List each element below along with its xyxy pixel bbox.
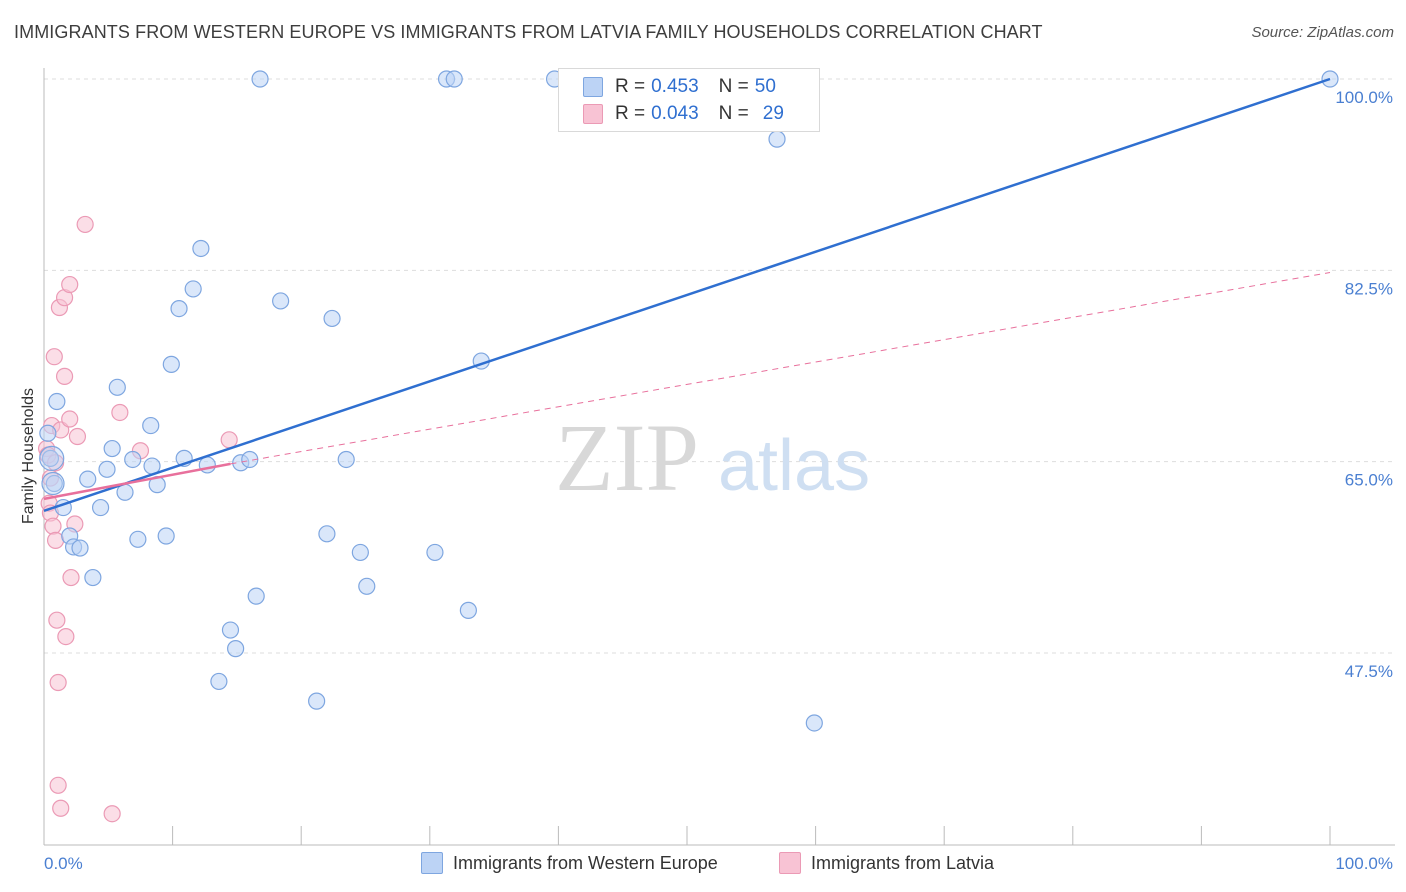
western-europe-point [805,714,823,732]
y-tick-labels: 100.0% 82.5% 65.0% 47.5% [1335,88,1393,681]
western-europe-point [459,601,477,619]
latvia-point [44,517,62,535]
bottom-legend-swatch-pink [779,852,801,874]
western-europe-cluster [39,445,65,471]
western-europe-point [198,456,216,474]
latvia-points [37,215,238,823]
legend-r-label: R = [615,103,646,124]
western-europe-point [272,292,290,310]
y-tick-label: 65.0% [1345,471,1393,490]
x-tick-label: 0.0% [44,854,83,873]
legend-r-label: R = [615,76,646,97]
legend-n-label: N = [718,103,749,124]
western-europe-points [39,70,1339,732]
western-europe-point [45,474,63,493]
western-europe-cluster [41,471,65,496]
chart-title: IMMIGRANTS FROM WESTERN EUROPE VS IMMIGR… [14,22,1043,42]
legend-n-label: N = [718,76,749,97]
latvia-point [55,367,74,385]
western-europe-point [426,543,444,562]
latvia-point [76,215,94,234]
western-europe-trend-line [43,77,1331,513]
western-europe-point [768,130,786,148]
latvia-point [52,799,70,817]
latvia-point [103,805,121,823]
latvia-point [49,673,67,692]
legend-r-value: 0.043 [651,103,699,124]
latvia-point [46,531,65,549]
western-europe-point [221,621,240,639]
western-europe-point [323,309,341,328]
latvia-point [220,431,238,449]
western-europe-point [351,543,369,562]
legend-n-value: 29 [762,103,784,124]
latvia-point [68,427,87,446]
western-europe-point [337,450,355,469]
latvia-point [62,568,80,587]
western-europe-point [91,498,110,517]
gridlines [44,78,1395,654]
western-europe-point [41,449,60,467]
western-europe-point [192,239,210,258]
western-europe-point [129,530,147,548]
western-europe-point [162,355,180,373]
bottom-legend: Immigrants from Western Europe Immigrant… [0,852,1406,878]
western-europe-point [71,539,89,557]
western-europe-point [142,416,160,435]
western-europe-point [445,70,463,88]
western-europe-point [84,568,102,587]
latvia-point [111,403,129,422]
legend-swatch-pink [583,104,603,124]
western-europe-point [227,640,245,658]
bottom-legend-label: Immigrants from Latvia [811,852,995,873]
legend-box: R = 0.453 N = 50 R = 0.043 N = 29 [558,68,820,132]
latvia-trend-line [43,462,231,501]
y-axis-label: Family Households [20,388,37,524]
western-europe-point [251,70,269,88]
y-tick-label: 82.5% [1345,279,1393,298]
western-europe-point [48,392,66,411]
watermark: ZIP atlas [555,404,870,511]
western-europe-point [157,527,175,545]
western-europe-point [170,300,188,318]
legend-row-latvia: R = 0.043 N = 29 [559,101,784,127]
bottom-legend-label: Immigrants from Western Europe [453,852,718,873]
western-europe-point [318,525,336,543]
latvia-point [61,275,79,294]
western-europe-point [98,460,116,478]
bottom-legend-swatch-blue [421,852,443,874]
western-europe-point [210,672,228,691]
legend-swatch-blue [583,77,603,97]
latvia-point [57,627,75,646]
western-europe-point [103,439,121,458]
latvia-point [48,611,66,629]
y-tick-label: 47.5% [1345,662,1393,681]
latvia-point [45,348,63,366]
bottom-legend-western-europe: Immigrants from Western Europe [421,852,718,874]
western-europe-point [247,587,265,605]
legend-n-value: 50 [754,76,776,97]
western-europe-point [358,577,376,595]
bottom-legend-latvia: Immigrants from Latvia [779,852,994,874]
western-europe-point [184,280,202,298]
western-europe-point [79,470,97,488]
y-tick-label: 100.0% [1335,88,1393,107]
western-europe-point [308,692,326,710]
watermark-atlas: atlas [718,426,870,506]
western-europe-point [124,450,142,469]
western-europe-point [39,424,57,442]
legend-row-western-europe: R = 0.453 N = 50 [559,74,776,100]
x-tick-labels: 0.0% 100.0% [44,854,1393,873]
latvia-point [49,776,67,794]
chart-source: Source: ZipAtlas.com [1251,24,1394,41]
x-tick-label: 100.0% [1335,854,1393,873]
latvia-point [61,410,79,428]
watermark-zip: ZIP [555,404,699,511]
trend-lines [43,77,1331,513]
legend-r-value: 0.453 [651,76,699,97]
western-europe-point [108,378,126,396]
